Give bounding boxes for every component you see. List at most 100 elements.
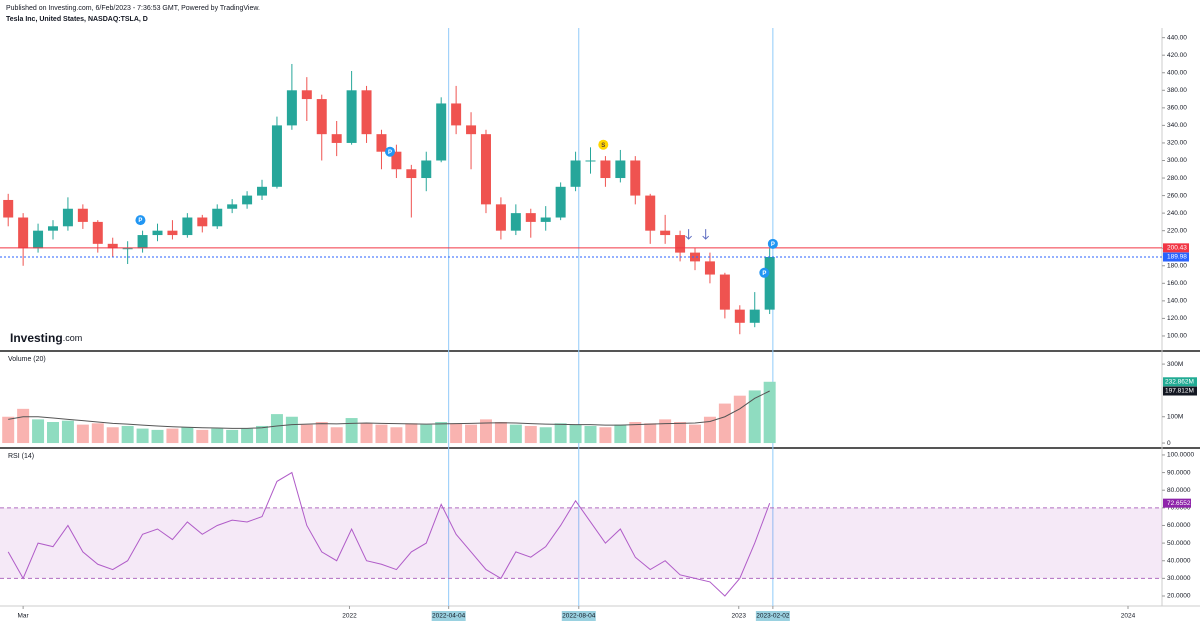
candle-body [555, 186, 566, 218]
volume-bar [763, 381, 776, 444]
candle-body [182, 217, 193, 236]
volume-bar [226, 429, 239, 444]
volume-bar [181, 427, 194, 444]
volume-bar [211, 428, 224, 444]
rsi-line [7, 471, 771, 597]
candle-body [495, 204, 506, 231]
x-tick-highlight [431, 611, 466, 621]
candle-body [645, 195, 656, 231]
y-tick-label: 160.00 [1167, 280, 1187, 287]
volume-bar [300, 424, 313, 444]
candle-body [47, 226, 58, 231]
volume-bar [703, 416, 716, 444]
candle-body [480, 134, 491, 205]
candle-body [18, 217, 29, 249]
candle-body [749, 309, 760, 323]
candle-body [585, 160, 596, 162]
candle-body [510, 213, 521, 231]
x-tick-label: 2023 [732, 613, 747, 620]
candle-body [525, 213, 536, 222]
arrow-marker [702, 229, 710, 240]
volume-bar [479, 419, 492, 444]
volume-bar [569, 424, 582, 444]
y-tick-label: 140.00 [1167, 298, 1187, 305]
candle-body [764, 256, 775, 310]
candle-body [421, 160, 432, 179]
x-tick-label: 2023-02-02 [756, 613, 790, 620]
candle-body [197, 217, 208, 227]
volume-bar [554, 423, 567, 444]
y-tick-label: 280.00 [1167, 175, 1187, 182]
candle-body [406, 169, 417, 179]
last-value-bg [1163, 386, 1197, 396]
x-tick-label: 2024 [1121, 613, 1136, 620]
y-tick-label: 60.0000 [1167, 522, 1191, 529]
volume-bar [674, 422, 687, 444]
volume-bar [2, 416, 15, 444]
candle-body [719, 274, 730, 310]
last-value-label: 197.812M [1165, 388, 1194, 395]
volume-bar [420, 424, 433, 444]
candle-body [301, 90, 312, 100]
candle-body [62, 208, 73, 227]
candle-body [212, 208, 223, 227]
y-tick-label: 360.00 [1167, 105, 1187, 112]
x-tick-label: 2022-08-04 [562, 613, 596, 620]
volume-bar [196, 429, 209, 444]
published-note: Published on Investing.com, 6/Feb/2023 -… [6, 5, 260, 12]
volume-bar [166, 428, 179, 444]
candle-body [600, 160, 611, 179]
y-tick-label: 260.00 [1167, 192, 1187, 199]
candle-body [242, 195, 253, 205]
candle-body [675, 235, 686, 253]
volume-title: Volume (20) [8, 356, 46, 363]
candle-body [152, 230, 163, 236]
volume-bar [360, 423, 373, 444]
last-value-bg [1163, 498, 1191, 508]
candle-body [660, 230, 671, 236]
candle-body [690, 252, 701, 262]
volume-ma-line [8, 390, 770, 429]
arrow-marker [685, 229, 692, 240]
volume-bar [659, 419, 672, 444]
volume-bar [718, 403, 731, 444]
volume-bar [494, 422, 507, 444]
event-marker [385, 146, 395, 157]
candle-body [257, 186, 268, 196]
event-label: S [601, 143, 605, 149]
event-label: P [771, 242, 775, 248]
y-tick-label: 300M [1167, 361, 1183, 368]
volume-bar [375, 424, 388, 444]
candle-body [137, 235, 148, 249]
last-value-label: 72.6552 [1167, 500, 1191, 507]
event-marker [767, 238, 778, 249]
candle-body [92, 221, 103, 244]
y-tick-label: 120.00 [1167, 315, 1187, 322]
price-label-bg [1163, 243, 1189, 253]
volume-bar [256, 425, 269, 444]
candle-body [734, 309, 745, 323]
candle-body [451, 103, 462, 126]
event-marker [759, 267, 770, 278]
candle-body [286, 90, 297, 126]
y-tick-label: 320.00 [1167, 140, 1187, 147]
volume-bar [539, 427, 552, 444]
y-tick-label: 30.0000 [1167, 575, 1191, 582]
volume-bar [61, 420, 74, 444]
volume-bar [748, 390, 761, 444]
volume-bar [32, 419, 45, 444]
price-label: 200.43 [1167, 245, 1187, 252]
candle-body [361, 90, 372, 135]
y-tick-label: 90.0000 [1167, 469, 1191, 476]
y-tick-label: 40.0000 [1167, 557, 1191, 564]
candle-body [466, 125, 477, 135]
y-tick-label: 100M [1167, 413, 1183, 420]
event-marker [598, 139, 609, 150]
volume-bar [524, 425, 537, 444]
candle-body [227, 204, 238, 209]
y-tick-label: 420.00 [1167, 52, 1187, 59]
volume-bar [629, 422, 642, 444]
volume-bar [76, 424, 89, 444]
